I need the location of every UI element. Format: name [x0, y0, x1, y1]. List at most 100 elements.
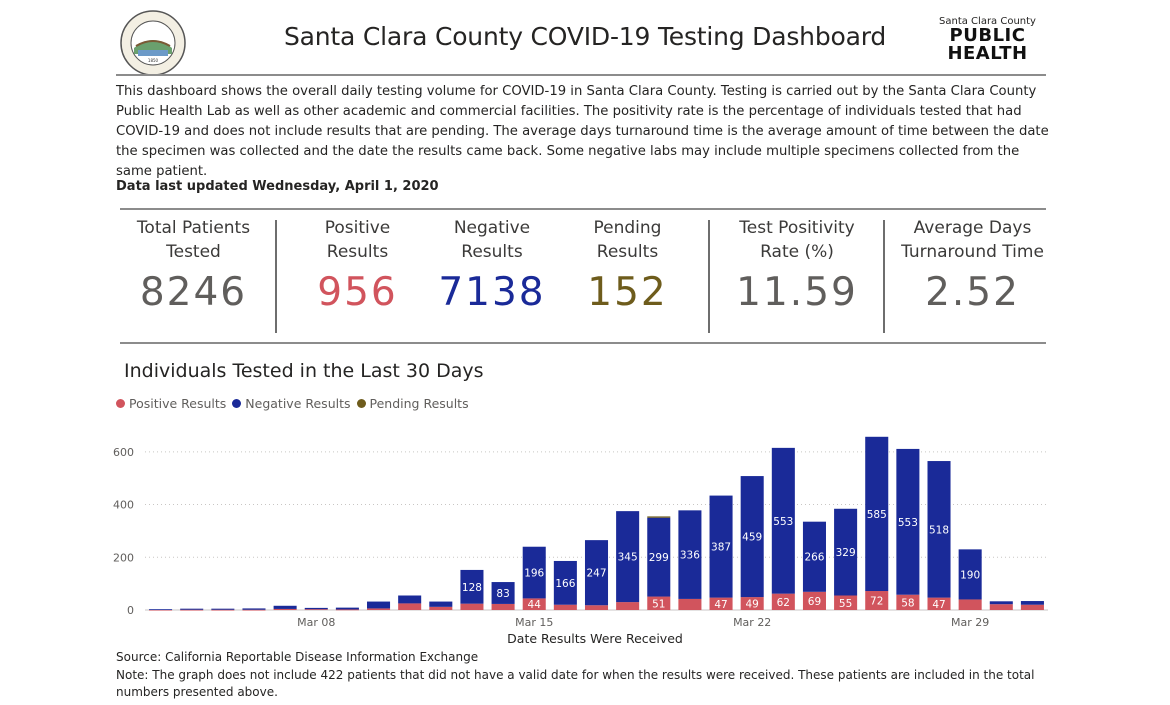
bar-negative-results [367, 601, 391, 609]
legend-label-negative: Negative Results [245, 396, 351, 411]
legend-label-positive: Positive Results [129, 396, 227, 411]
data-label: 553 [773, 516, 793, 528]
chart-legend: Positive Results Negative Results Pendin… [116, 396, 469, 411]
kpi-positivity-label-1: Test Positivity [739, 218, 855, 238]
logo-health-text: HEALTH [947, 43, 1028, 64]
data-label: 128 [462, 582, 482, 594]
bar-positive-results [834, 595, 858, 610]
kpi-positivity-rate: Test Positivity Rate (%) 11.59 [722, 216, 872, 315]
data-label: 55 [839, 598, 852, 610]
bar-positive-results [273, 608, 297, 610]
dashboard-description: This dashboard shows the overall daily t… [116, 84, 1049, 179]
kpi-negative: Negative Results 7138 [432, 216, 552, 315]
chart-title: Individuals Tested in the Last 30 Days [124, 360, 484, 382]
kpi-total-label-2: Tested [166, 242, 221, 262]
data-label: 518 [929, 524, 949, 536]
bar-negative-results [335, 607, 359, 610]
bar-negative-results [958, 549, 982, 600]
bar-positive-results [180, 609, 204, 611]
kpi-total-tested: Total Patients Tested 8246 [126, 216, 261, 315]
data-label: 49 [746, 599, 759, 611]
x-tick-label: Mar 22 [733, 616, 771, 629]
data-label: 345 [618, 552, 638, 564]
bar-positive-results [771, 593, 795, 610]
svg-text:1850: 1850 [148, 58, 159, 63]
kpi-positive-label-1: Positive [324, 218, 391, 238]
header-divider [116, 74, 1046, 76]
legend-item-negative[interactable]: Negative Results [232, 396, 351, 411]
data-label: 47 [714, 599, 727, 611]
bar-negative-results [678, 510, 702, 599]
bar-positive-results [865, 591, 889, 610]
public-health-logo: Santa Clara County PUBLIC HEALTH [930, 16, 1045, 63]
bar-positive-results [242, 609, 266, 611]
data-label: 585 [867, 509, 887, 521]
bar-negative-results [616, 511, 640, 603]
bar-negative-results [989, 601, 1013, 605]
bar-negative-results [429, 601, 453, 607]
data-label: 266 [804, 552, 824, 564]
bar-positive-results [989, 604, 1013, 610]
data-label: 190 [960, 569, 980, 581]
kpi-total-value: 8246 [139, 270, 248, 315]
kpi-top-divider [120, 208, 1046, 210]
data-label: 387 [711, 542, 731, 554]
page-title: Santa Clara County COVID-19 Testing Dash… [283, 22, 887, 51]
kpi-positive: Positive Results 956 [300, 216, 415, 315]
legend-dot-positive-icon [116, 399, 125, 408]
kpi-positivity-label-2: Rate (%) [760, 242, 834, 262]
x-tick-label: Mar 29 [951, 616, 989, 629]
kpi-positive-value: 956 [317, 270, 398, 315]
logo-county-text: Santa Clara County [939, 16, 1036, 27]
bar-positive-results [896, 594, 920, 610]
legend-item-positive[interactable]: Positive Results [116, 396, 226, 411]
y-tick-label: 600 [113, 446, 134, 459]
data-label: 329 [836, 547, 856, 559]
data-label: 299 [649, 552, 669, 564]
data-label: 247 [586, 568, 606, 580]
bar-negative-results [927, 461, 951, 598]
bar-negative-results [180, 608, 204, 610]
bar-negative-results [584, 540, 609, 606]
kpi-separator [275, 220, 277, 333]
data-label: 69 [808, 596, 821, 608]
data-label: 83 [496, 588, 509, 600]
bar-positive-results [491, 603, 515, 610]
bar-negative-results [460, 569, 484, 604]
bar-negative-results [647, 517, 671, 597]
bar-positive-results [398, 603, 422, 610]
bar-positive-results [149, 609, 173, 611]
kpi-separator [708, 220, 710, 333]
county-seal-logo: 1850 [120, 10, 186, 76]
data-label: 47 [932, 599, 945, 611]
data-label: 196 [524, 568, 544, 580]
logo-public-text: PUBLIC [949, 25, 1026, 46]
bar-positive-results [616, 602, 640, 610]
note-text: Note: The graph does not include 422 pat… [116, 668, 1035, 699]
bar-positive-results [958, 599, 982, 610]
bar-positive-results [553, 604, 577, 610]
bar-negative-results [1020, 601, 1044, 605]
kpi-separator [883, 220, 885, 333]
legend-item-pending[interactable]: Pending Results [356, 396, 469, 411]
bar-negative-results [802, 521, 826, 592]
bar-negative-results [553, 560, 577, 605]
bar-positive-results [304, 609, 328, 611]
kpi-positive-label-2: Results [326, 242, 389, 262]
bar-negative-results [522, 546, 546, 599]
bar-positive-results [584, 605, 609, 610]
data-label: 553 [898, 517, 918, 529]
data-label: 51 [652, 598, 665, 610]
bar-negative-results [242, 608, 266, 610]
kpi-bottom-divider [120, 342, 1046, 344]
bar-negative-results [771, 447, 795, 594]
bar-positive-results [740, 597, 764, 610]
bar-negative-results [149, 609, 173, 611]
kpi-turnaround: Average Days Turnaround Time 2.52 [895, 216, 1050, 315]
bar-positive-results [429, 606, 453, 610]
kpi-negative-label-2: Results [461, 242, 523, 262]
kpi-turnaround-label-2: Turnaround Time [901, 242, 1044, 262]
data-label: 72 [870, 596, 883, 608]
data-label: 166 [555, 578, 575, 590]
kpi-turnaround-value: 2.52 [925, 270, 1020, 315]
